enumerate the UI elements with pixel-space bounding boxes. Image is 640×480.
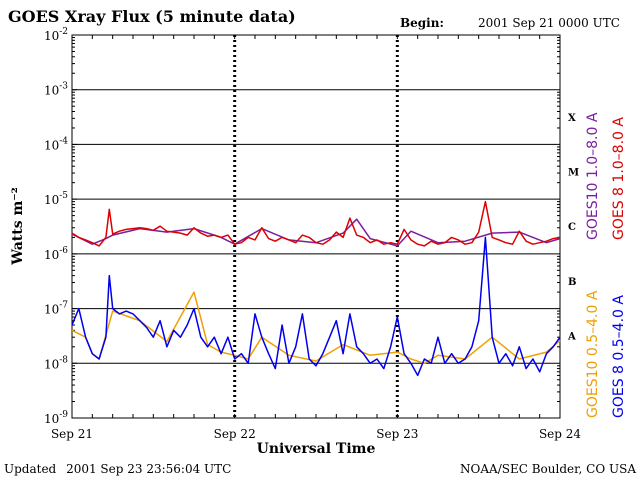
- y-tick-label: 10-2: [44, 27, 68, 43]
- legend-goes10-long: GOES10 1.0–8.0 A: [585, 112, 601, 240]
- legend-goes10-short: GOES10 0.5–4.0 A: [585, 290, 601, 418]
- legend-goes8-short-text: GOES 8 0.5–4.0 A: [611, 295, 627, 418]
- x-tick-label: Sep 21: [51, 427, 93, 441]
- series-line-3: [71, 291, 561, 365]
- flare-class-X: X: [568, 113, 576, 124]
- y-axis-title: Watts m⁻²: [10, 187, 26, 266]
- y-tick-label: 10-3: [44, 82, 68, 98]
- y-tick-label: 10-6: [44, 246, 68, 262]
- legend-goes10-short-text: GOES10 0.5–4.0 A: [585, 290, 601, 418]
- x-tick-label: Sep 22: [214, 427, 256, 441]
- series-line-2: [71, 236, 561, 377]
- grid-lines: [72, 34, 560, 419]
- flare-class-A: A: [567, 332, 576, 343]
- updated-label: Updated: [4, 462, 57, 476]
- flare-class-B: B: [568, 277, 576, 288]
- updated-value: 2001 Sep 23 23:56:04 UTC: [66, 462, 231, 476]
- begin-value: 2001 Sep 21 0000 UTC: [478, 16, 620, 30]
- chart-title: GOES Xray Flux (5 minute data): [8, 7, 296, 26]
- x-tick-labels: Sep 21 Sep 22 Sep 23 Sep 24: [51, 35, 581, 441]
- series-line-0: [71, 200, 561, 247]
- y-tick-labels: 10-2 10-3 10-4 10-5 10-6 10-7 10-8 10-9: [44, 27, 68, 426]
- x-axis-title: Universal Time: [257, 441, 376, 457]
- flare-class-C: C: [568, 222, 576, 233]
- x-tick-label: Sep 24: [539, 427, 581, 441]
- legend-goes10-long-text: GOES10 1.0–8.0 A: [585, 112, 601, 240]
- day-separator-lines: [233, 35, 399, 418]
- begin-label: Begin:: [400, 16, 444, 30]
- y-tick-label: 10-5: [44, 191, 68, 207]
- legend-goes8-short: GOES 8 0.5–4.0 A: [611, 295, 627, 418]
- y-tick-label: 10-9: [44, 410, 68, 426]
- updated-line: Updated 2001 Sep 23 23:56:04 UTC: [4, 462, 231, 476]
- y-tick-label: 10-4: [44, 136, 68, 152]
- flare-class-M: M: [568, 168, 579, 179]
- credit-line: NOAA/SEC Boulder, CO USA: [460, 462, 636, 476]
- x-tick-label: Sep 23: [376, 427, 418, 441]
- y-tick-label: 10-7: [44, 301, 68, 317]
- y-tick-label: 10-8: [44, 355, 68, 371]
- legend-goes8-long-text: GOES 8 1.0–8.0 A: [611, 117, 627, 240]
- series-layer: [71, 200, 561, 377]
- flare-class-labels: X M C B A: [567, 113, 579, 343]
- legend-goes8-long: GOES 8 1.0–8.0 A: [611, 117, 627, 240]
